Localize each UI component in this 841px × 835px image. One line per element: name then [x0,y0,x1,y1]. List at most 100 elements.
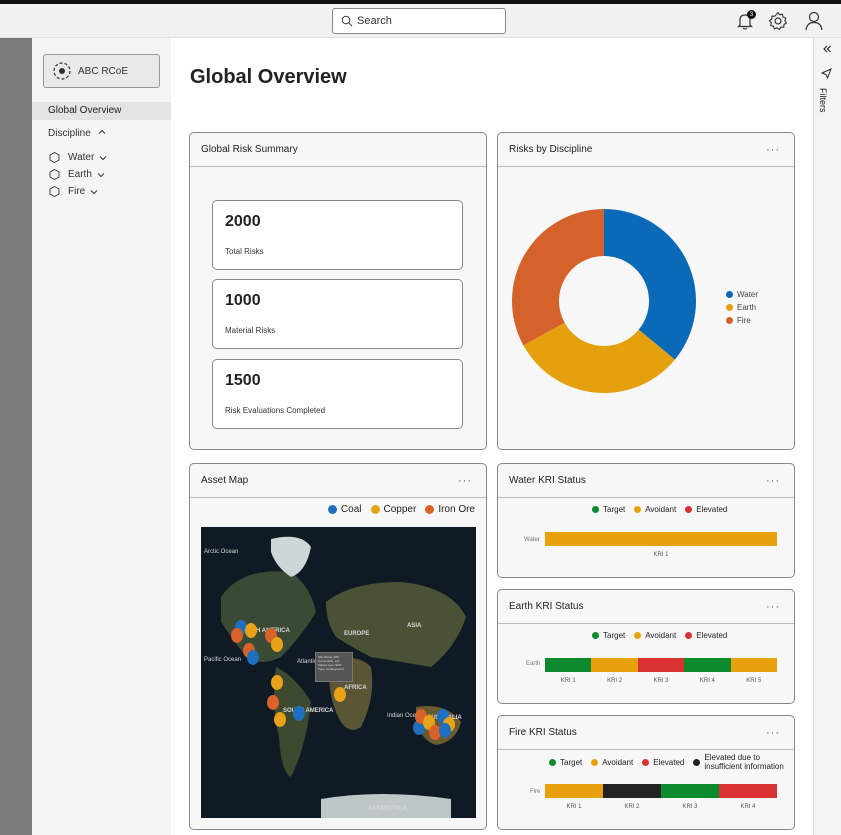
card-title-text: Global Risk Summary [201,144,298,155]
map-marker-iron-ore[interactable] [429,725,441,740]
legend-swatch [634,506,642,513]
kri-segment-elevated[interactable] [719,784,777,798]
global-risk-summary-card: Global Risk Summary 2000 Total Risks 100… [189,132,487,450]
map-label: NORTH AMERICA [239,628,290,634]
donut-slice-fire[interactable] [512,209,604,346]
sidebar-item-global-overview[interactable]: Global Overview [32,102,171,120]
fire-kri-card: Fire KRI Status ··· Target Avoidant Elev… [497,715,795,830]
search-input[interactable]: Search [332,8,506,34]
filters-label[interactable]: Filters [818,88,828,113]
kri-label: KRI 1 [560,678,576,684]
sidebar-item-fire[interactable]: Fire [49,186,106,197]
kri-segment-insufficient[interactable] [603,784,661,798]
map-marker-copper[interactable] [271,675,283,690]
sidebar-item-earth[interactable]: Earth [49,169,113,180]
kri-row-label: Water [524,537,540,543]
map-marker-iron-ore[interactable] [231,628,243,643]
search-icon [341,15,353,27]
legend-label: Avoidant [602,757,634,767]
gear-icon [768,11,788,30]
card-title: Fire KRI Status ··· [498,716,794,750]
card-title: Earth KRI Status ··· [498,590,794,624]
tooltip-line: Site Name: ABC [318,655,340,659]
legend-item-water: Water [726,288,758,301]
legend-label: Elevated [696,505,728,514]
kri-label: KRI 1 [566,804,582,810]
legend-item-insufficient: Elevated due to insufficient information [693,753,790,771]
map-marker-copper[interactable] [245,623,257,638]
kri-row-label: Earth [526,661,541,667]
notification-button[interactable]: 3 [734,10,756,32]
legend-label: Target [603,631,626,640]
collapse-icon[interactable] [822,44,832,54]
legend-swatch [592,506,599,513]
stat-value: 2000 [225,213,261,230]
settings-button[interactable] [767,10,789,32]
legend-item-target: Target [592,505,625,514]
map-marker-copper[interactable] [334,687,346,702]
profile-button[interactable] [803,10,825,32]
filter-icon[interactable] [821,68,832,79]
card-menu-button[interactable]: ··· [766,144,780,156]
chevron-down-icon [99,155,107,160]
card-title-text: Water KRI Status [509,475,586,486]
legend-item-iron-ore: Iron Ore [425,504,475,515]
legend-label: Avoidant [645,505,677,514]
sidebar: ABC RCoE Global Overview Discipline Wate… [32,38,171,835]
kri-segment-avoidant[interactable] [545,784,603,798]
kri-segment-avoidant[interactable] [545,532,777,546]
sidebar-item-water[interactable]: Water [49,152,115,163]
card-title-text: Risks by Discipline [509,144,593,155]
filters-panel: Filters [813,38,841,835]
map-label: ASIA [407,623,422,629]
kri-segment-avoidant[interactable] [591,658,638,672]
legend-label: Earth [737,303,757,312]
asset-map-card: Asset Map ··· Coal Copper Iron Ore Arcti… [189,463,487,830]
main-content: Global Overview Global Risk Summary 2000… [171,38,813,835]
notification-badge: 3 [747,10,756,19]
map-marker-iron-ore[interactable] [267,695,279,710]
donut-slice-water[interactable] [604,209,696,360]
card-menu-button[interactable]: ··· [766,601,780,613]
water-kri-card: Water KRI Status ··· Target Avoidant Ele… [497,463,795,578]
kri-legend: Target Avoidant Elevated [592,505,736,514]
map-marker-coal[interactable] [293,706,305,721]
donut-chart [512,209,696,393]
legend-label: Avoidant [645,631,677,640]
map-marker-copper[interactable] [271,637,283,652]
legend-item-avoidant: Avoidant [634,631,676,640]
map-marker-coal[interactable] [439,723,451,738]
kri-segment-elevated[interactable] [637,658,685,672]
hexagon-icon [49,169,60,180]
legend-label: Water [737,290,759,299]
card-menu-button[interactable]: ··· [766,475,780,487]
top-edge-bar [0,0,841,4]
hexagon-icon [49,186,60,197]
legend-swatch [370,505,380,514]
hexagon-icon [49,152,60,163]
kri-segment-target[interactable] [545,658,592,672]
discipline-toggle[interactable]: Discipline [48,128,106,139]
kri-segment-target[interactable] [661,784,719,798]
legend-swatch [425,505,435,514]
kri-legend: Target Avoidant Elevated Elevated due to… [549,753,790,771]
card-menu-button[interactable]: ··· [766,727,780,739]
map-marker-copper[interactable] [274,712,286,727]
kri-segment-avoidant[interactable] [730,658,777,672]
map-tooltip: Site Name: ABC Commodity: xyz Mature typ… [315,652,353,682]
card-title: Water KRI Status ··· [498,464,794,498]
stat-risk-evaluations: 1500 Risk Evaluations Completed [212,359,463,429]
donut-slice-earth[interactable] [523,322,675,393]
legend-item-elevated: Elevated [685,505,727,514]
legend-label: Elevated [696,631,728,640]
map-label: ANTARCTICA [368,806,407,812]
legend-item-elevated: Elevated [685,631,727,640]
brand-button[interactable]: ABC RCoE [43,54,160,88]
sidebar-item-label: Water [68,152,95,163]
kri-segment-target[interactable] [684,658,731,672]
card-title-text: Asset Map [201,475,249,486]
legend-swatch [634,632,642,639]
world-map[interactable]: Arctic Ocean NORTH AMERICA EUROPE ASIA P… [201,527,476,818]
map-marker-coal[interactable] [247,650,259,665]
card-menu-button[interactable]: ··· [458,475,472,487]
